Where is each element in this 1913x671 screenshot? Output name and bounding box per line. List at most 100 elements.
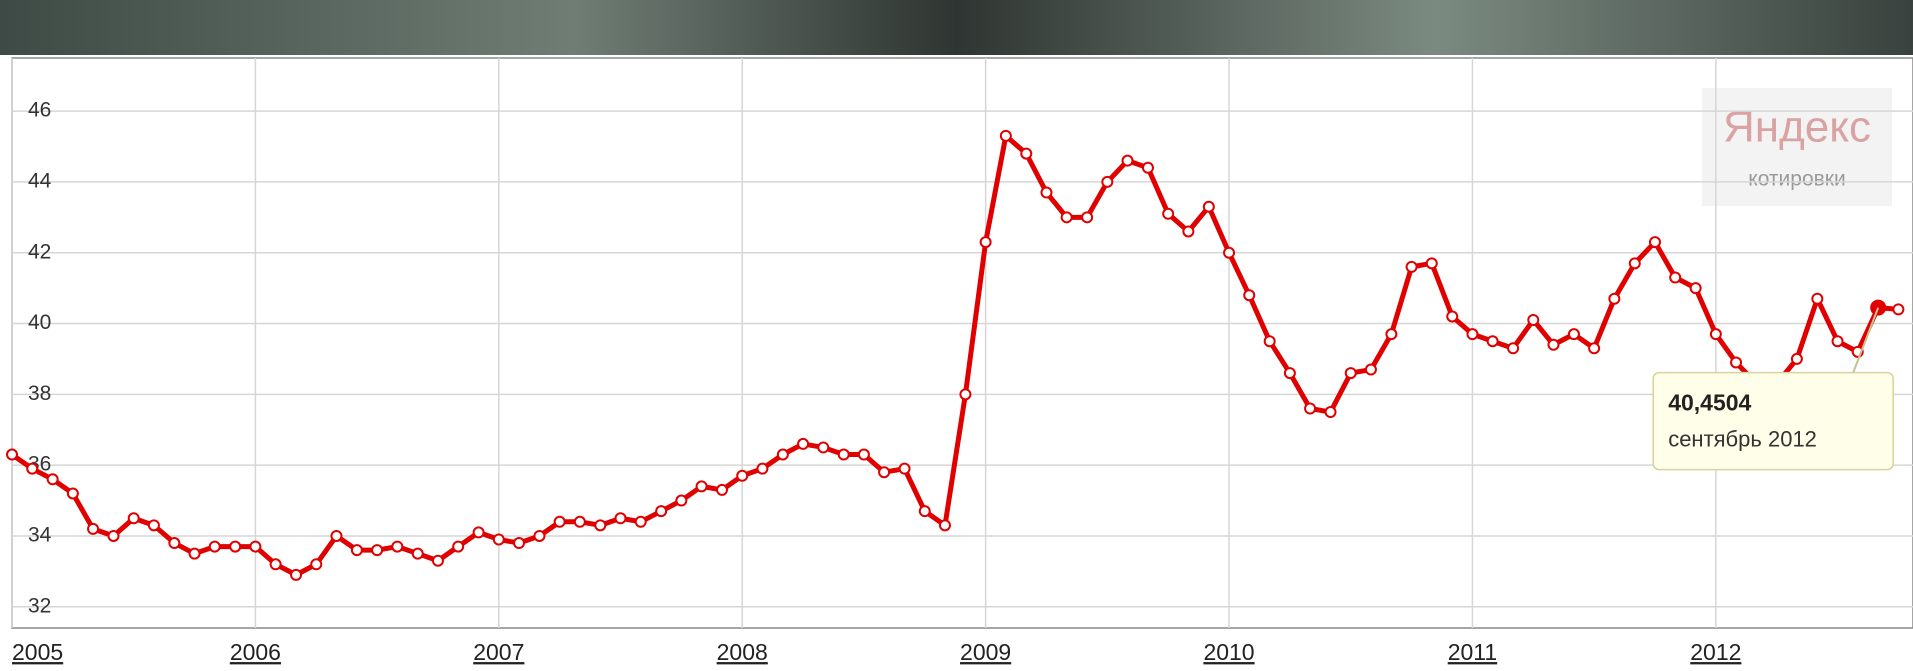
data-point <box>756 462 769 475</box>
watermark-box <box>1702 88 1892 206</box>
data-point <box>594 519 607 532</box>
data-point <box>290 568 303 581</box>
data-point <box>1425 257 1438 270</box>
data-point <box>634 515 647 528</box>
tooltip-date: сентябрь 2012 <box>1668 426 1817 451</box>
data-point <box>269 558 282 571</box>
data-point <box>1364 363 1377 376</box>
data-point <box>513 537 526 550</box>
x-tick-label: 2007 <box>473 639 524 665</box>
data-point <box>1730 356 1743 369</box>
data-point <box>655 505 668 518</box>
data-point <box>391 540 404 553</box>
data-point <box>1344 367 1357 380</box>
data-point <box>1689 282 1702 295</box>
plot-area <box>11 57 1913 629</box>
data-point <box>1324 406 1337 419</box>
data-point <box>472 526 485 539</box>
y-tick-label: 34 <box>28 523 52 546</box>
data-point <box>1162 207 1175 220</box>
x-tick-label: 2009 <box>960 639 1011 665</box>
x-tick-label: 2012 <box>1690 639 1741 665</box>
series-line <box>10 133 1899 578</box>
data-point <box>776 448 789 461</box>
data-point <box>310 558 323 571</box>
y-tick-label: 42 <box>28 240 51 263</box>
data-point <box>1892 303 1905 316</box>
data-point <box>1141 161 1154 174</box>
watermark-sub: котировки <box>1748 168 1845 191</box>
y-tick-label: 38 <box>28 382 51 405</box>
data-point <box>1648 236 1661 249</box>
watermark-brand: Яндекс <box>1723 103 1871 152</box>
data-point <box>1669 271 1682 284</box>
data-point <box>168 537 181 550</box>
data-point <box>918 505 931 518</box>
data-point <box>837 448 850 461</box>
data-point <box>1831 335 1844 348</box>
data-point <box>26 462 39 475</box>
x-tick-label: 2005 <box>12 639 63 665</box>
y-tick-label: 44 <box>28 169 52 192</box>
banner <box>0 0 1913 55</box>
data-point <box>898 462 911 475</box>
y-tick-label: 32 <box>28 594 51 617</box>
data-point <box>107 529 120 542</box>
data-point <box>492 533 505 546</box>
data-point <box>797 437 810 450</box>
y-tick-label: 46 <box>28 99 51 122</box>
data-point <box>1608 292 1621 305</box>
data-point <box>1446 310 1459 323</box>
data-point <box>1385 328 1398 341</box>
data-point <box>46 473 59 486</box>
data-point <box>330 529 343 542</box>
data-point <box>614 512 627 525</box>
data-point <box>411 547 424 560</box>
x-tick-label: 2011 <box>1448 639 1497 665</box>
data-point <box>1202 200 1215 213</box>
data-point <box>87 522 100 535</box>
data-point <box>1405 260 1418 273</box>
data-point <box>1182 225 1195 238</box>
data-point <box>452 540 465 553</box>
data-point <box>208 540 221 553</box>
data-point <box>553 515 566 528</box>
data-point <box>1628 257 1641 270</box>
data-point <box>127 512 140 525</box>
data-point <box>371 544 384 557</box>
data-point <box>695 480 708 493</box>
data-point <box>1040 186 1053 199</box>
data-point <box>1588 342 1601 355</box>
data-point <box>1060 211 1073 224</box>
data-point <box>1709 328 1722 341</box>
x-tick-label: 2010 <box>1203 639 1254 665</box>
data-point <box>736 469 749 482</box>
data-point <box>959 388 972 401</box>
data-point <box>533 529 546 542</box>
data-point <box>1790 352 1803 365</box>
data-point <box>817 441 830 454</box>
data-point <box>1304 402 1317 415</box>
data-point <box>716 483 729 496</box>
data-point <box>1486 335 1499 348</box>
x-tick-label: 2006 <box>230 639 281 665</box>
data-point <box>1567 328 1580 341</box>
data-point <box>229 540 242 553</box>
tooltip-value: 40,4504 <box>1668 390 1751 416</box>
data-point <box>350 544 363 557</box>
y-tick-label: 40 <box>28 311 51 334</box>
data-point <box>1121 154 1134 167</box>
data-point <box>1101 175 1114 188</box>
data-point <box>1283 367 1296 380</box>
data-point <box>1527 313 1540 326</box>
tooltip-pointer <box>1852 307 1880 373</box>
data-point <box>938 519 951 532</box>
data-point <box>188 547 201 560</box>
data-point <box>431 554 444 567</box>
data-point <box>1223 246 1236 259</box>
data-point <box>1263 335 1276 348</box>
data-point <box>857 448 870 461</box>
data-point <box>1547 338 1560 351</box>
x-tick-label: 2008 <box>717 639 768 665</box>
data-point <box>999 129 1012 142</box>
